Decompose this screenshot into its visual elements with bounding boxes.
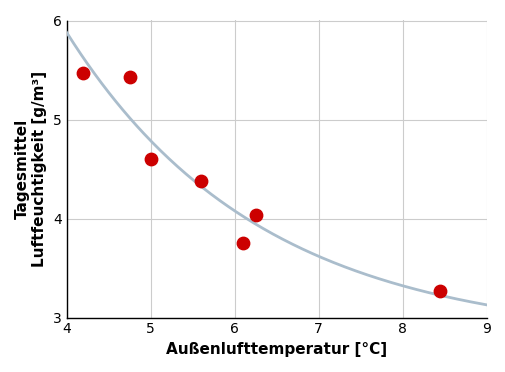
Point [125,74,133,80]
Point [435,288,443,294]
X-axis label: Außenlufttemperatur [°C]: Außenlufttemperatur [°C] [166,342,386,357]
Point [251,212,259,218]
Point [196,178,205,184]
Point [238,240,246,246]
Point [79,70,87,76]
Y-axis label: Tagesmittel
Luftfeuchtigkeit [g/m³]: Tagesmittel Luftfeuchtigkeit [g/m³] [15,71,47,267]
Point [146,156,155,162]
